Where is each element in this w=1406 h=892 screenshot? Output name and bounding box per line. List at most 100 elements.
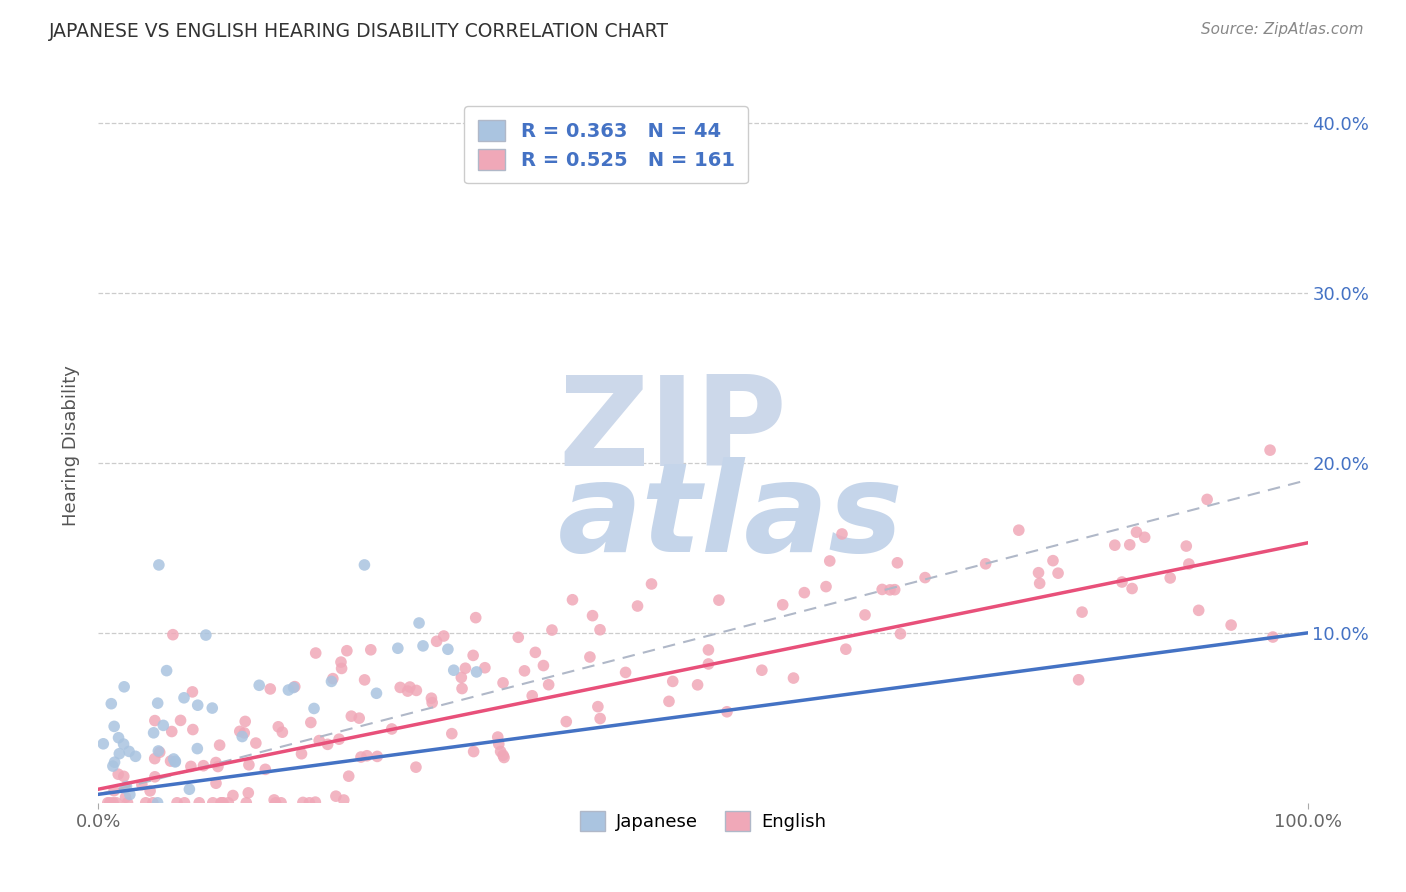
Point xyxy=(205,756,228,770)
Point xyxy=(245,736,267,750)
Point xyxy=(207,759,229,773)
Point xyxy=(437,642,460,657)
Point xyxy=(870,582,893,597)
Point xyxy=(146,696,169,710)
Point xyxy=(1028,566,1050,580)
Point xyxy=(193,758,215,772)
Point xyxy=(853,607,876,622)
Point xyxy=(697,657,720,671)
Point xyxy=(333,793,356,807)
Point xyxy=(1220,618,1243,632)
Point xyxy=(101,759,124,773)
Point xyxy=(353,558,375,572)
Point xyxy=(405,683,427,698)
Point xyxy=(304,795,326,809)
Point xyxy=(316,737,339,751)
Point xyxy=(486,730,509,744)
Point xyxy=(115,780,138,794)
Point xyxy=(356,748,378,763)
Point xyxy=(1197,492,1219,507)
Point xyxy=(914,571,936,585)
Point xyxy=(1125,525,1147,540)
Point xyxy=(194,628,217,642)
Point xyxy=(112,737,135,751)
Point xyxy=(98,796,121,810)
Point xyxy=(222,789,245,803)
Point xyxy=(366,749,388,764)
Point xyxy=(463,745,485,759)
Legend: Japanese, English: Japanese, English xyxy=(567,798,839,844)
Point xyxy=(581,608,603,623)
Point xyxy=(886,556,908,570)
Point xyxy=(235,796,257,810)
Point xyxy=(640,577,662,591)
Point xyxy=(340,709,363,723)
Point xyxy=(108,747,131,761)
Point xyxy=(139,784,162,798)
Point xyxy=(160,724,183,739)
Point xyxy=(1104,538,1126,552)
Point xyxy=(143,770,166,784)
Point xyxy=(524,645,547,659)
Point xyxy=(162,628,184,642)
Point xyxy=(105,796,128,810)
Point xyxy=(142,796,165,810)
Point xyxy=(1159,571,1181,585)
Point xyxy=(360,642,382,657)
Y-axis label: Hearing Disability: Hearing Disability xyxy=(62,366,80,526)
Point xyxy=(270,796,292,810)
Point xyxy=(247,678,270,692)
Point xyxy=(815,580,838,594)
Point xyxy=(264,796,287,810)
Point xyxy=(450,670,472,684)
Point xyxy=(387,641,409,656)
Point xyxy=(165,755,187,769)
Point xyxy=(1067,673,1090,687)
Point xyxy=(298,796,321,810)
Point xyxy=(513,664,536,678)
Point xyxy=(686,678,709,692)
Point xyxy=(793,585,815,599)
Point xyxy=(271,725,294,739)
Point xyxy=(155,664,177,678)
Point xyxy=(586,699,609,714)
Point xyxy=(114,790,136,805)
Point xyxy=(831,527,853,541)
Point xyxy=(229,724,252,739)
Point xyxy=(489,744,512,758)
Point xyxy=(541,623,564,637)
Point xyxy=(1175,539,1198,553)
Point xyxy=(537,678,560,692)
Point xyxy=(408,615,430,630)
Point xyxy=(143,714,166,728)
Point xyxy=(1261,630,1284,644)
Point xyxy=(561,592,583,607)
Point xyxy=(169,714,191,728)
Point xyxy=(148,558,170,572)
Point xyxy=(100,697,122,711)
Point xyxy=(321,674,343,689)
Point xyxy=(1119,538,1142,552)
Point xyxy=(212,796,235,810)
Point xyxy=(522,689,544,703)
Point xyxy=(454,661,477,675)
Text: ZIP: ZIP xyxy=(558,371,786,492)
Point xyxy=(1071,605,1094,619)
Point xyxy=(508,630,530,644)
Point xyxy=(555,714,578,729)
Point xyxy=(142,726,165,740)
Point xyxy=(112,769,135,783)
Point xyxy=(420,691,443,706)
Point xyxy=(302,701,325,715)
Point xyxy=(112,680,135,694)
Point xyxy=(231,730,253,744)
Point xyxy=(187,698,209,713)
Point xyxy=(165,754,187,768)
Text: JAPANESE VS ENGLISH HEARING DISABILITY CORRELATION CHART: JAPANESE VS ENGLISH HEARING DISABILITY C… xyxy=(49,22,669,41)
Point xyxy=(533,658,555,673)
Point xyxy=(707,593,730,607)
Point xyxy=(146,796,169,810)
Point xyxy=(217,796,239,810)
Point xyxy=(347,711,370,725)
Point xyxy=(181,685,204,699)
